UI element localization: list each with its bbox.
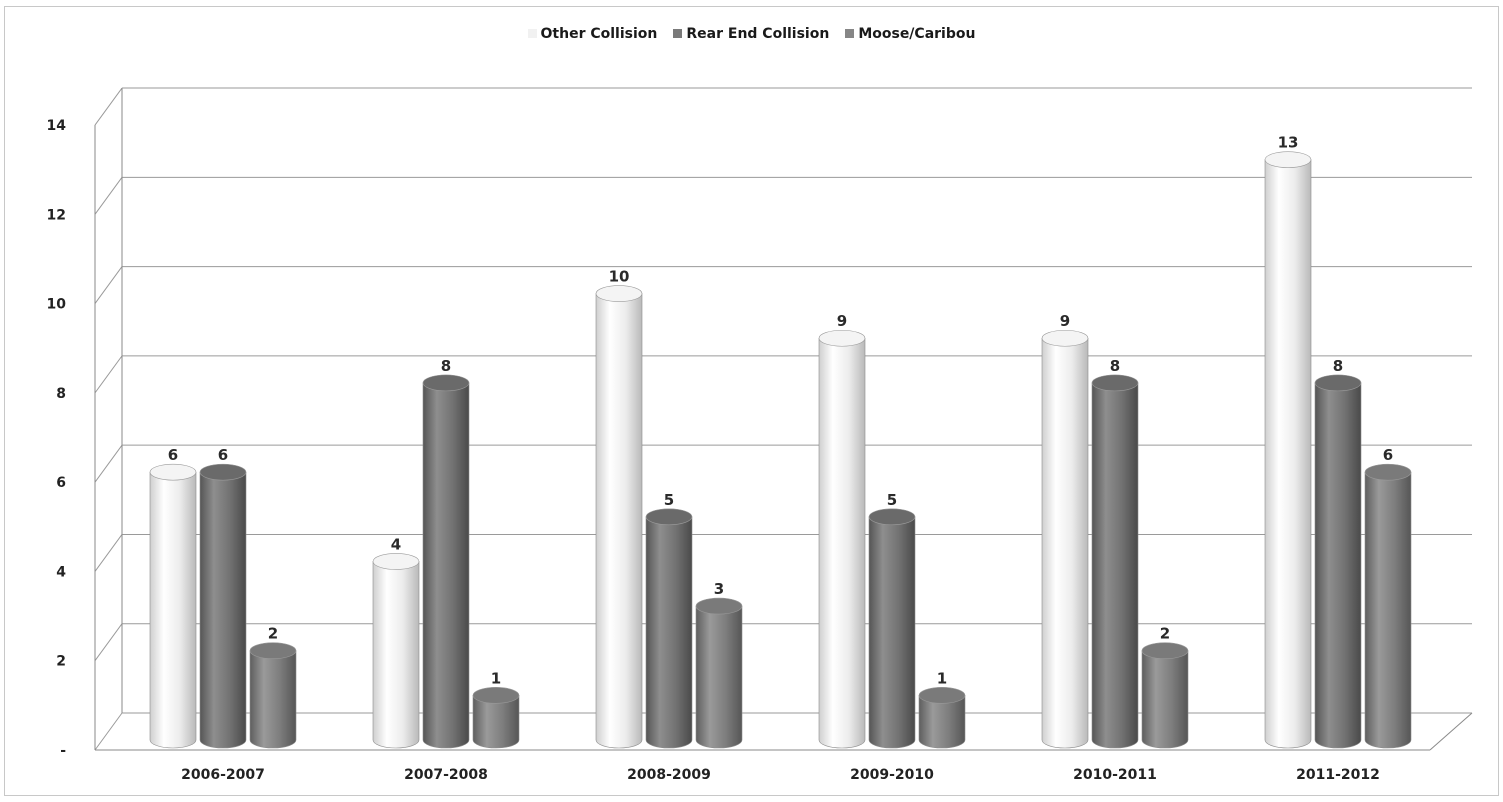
data-label: 9: [837, 312, 847, 330]
legend-swatch: [673, 29, 683, 38]
data-label: 5: [887, 491, 897, 509]
gridline-depth: [94, 355, 123, 394]
bar: [1141, 642, 1189, 749]
y-tick-label: 12: [47, 207, 66, 223]
data-label: 8: [441, 357, 451, 375]
bar: [199, 463, 247, 749]
bar: [1041, 329, 1089, 749]
data-label: 6: [218, 446, 228, 464]
legend-item: Rear End Collision: [673, 26, 829, 42]
bar: [818, 329, 866, 749]
gridline-depth: [94, 623, 123, 662]
data-label: 5: [664, 491, 674, 509]
gridline-depth: [94, 177, 123, 215]
data-label: 1: [491, 669, 501, 687]
legend-swatch: [527, 29, 537, 38]
legend: Other Collision Rear End Collision Moose/C…: [0, 26, 1503, 42]
gridline-depth: [94, 444, 123, 483]
x-tick-label: 2009-2010: [850, 767, 934, 783]
data-label: 6: [1383, 446, 1393, 464]
data-label: 10: [609, 268, 630, 286]
bar: [595, 285, 643, 749]
x-tick-label: 2008-2009: [627, 767, 711, 783]
gridline-depth: [94, 712, 123, 751]
data-label: 3: [714, 580, 724, 598]
bar: [868, 508, 916, 749]
y-tick-label: 8: [56, 386, 66, 402]
y-tick-label: 6: [56, 475, 66, 491]
y-tick-label: 10: [47, 297, 67, 313]
data-label: 8: [1110, 357, 1120, 375]
bar: [472, 687, 520, 749]
data-label: 6: [168, 446, 178, 464]
x-tick-label: 2007-2008: [404, 767, 488, 783]
gridline-depth: [94, 87, 123, 126]
bar: [645, 508, 693, 749]
data-label: 4: [391, 535, 401, 553]
data-label: 2: [268, 625, 278, 643]
chart-frame: [4, 6, 1499, 796]
bar: [1314, 374, 1362, 749]
gridline-depth: [94, 534, 123, 572]
data-label: 9: [1060, 312, 1070, 330]
bar: [695, 597, 743, 749]
data-label: 8: [1333, 357, 1343, 375]
y-tick-label: -: [60, 743, 66, 759]
x-tick-label: 2010-2011: [1073, 767, 1157, 783]
bar: [1264, 151, 1312, 749]
data-label: 2: [1160, 625, 1170, 643]
bar: [249, 642, 297, 749]
bar: [149, 463, 197, 749]
floor-edge: [1429, 712, 1473, 751]
legend-item: Moose/Caribou: [845, 26, 975, 42]
bar: [918, 687, 966, 749]
y-tick-label: 2: [56, 654, 66, 670]
data-labels: 6 6 2 4 8 1 10 5 3 9 5 1 9 8 2 13 8 6: [168, 134, 1393, 688]
axes: [94, 88, 1473, 751]
y-tick-label: 14: [47, 118, 67, 134]
x-tick-label: 2006-2007: [181, 767, 265, 783]
legend-label: Rear End Collision: [686, 26, 830, 42]
x-tick-labels: 2006-2007 2007-2008 2008-2009 2009-2010 2010…: [181, 767, 1380, 783]
bars: [149, 151, 1412, 749]
bar: [1364, 463, 1412, 749]
data-label: 13: [1278, 134, 1299, 152]
gridline-depth: [94, 266, 123, 304]
bar: [372, 553, 420, 749]
bar: [1091, 374, 1139, 749]
bar: [422, 374, 470, 749]
x-tick-label: 2011-2012: [1296, 767, 1380, 783]
legend-item: Other Collision: [527, 26, 658, 42]
data-label: 1: [937, 669, 947, 687]
legend-swatch: [845, 29, 855, 38]
legend-label: Moose/Caribou: [858, 26, 976, 42]
y-tick-label: 4: [56, 564, 66, 580]
legend-label: Other Collision: [540, 26, 658, 42]
